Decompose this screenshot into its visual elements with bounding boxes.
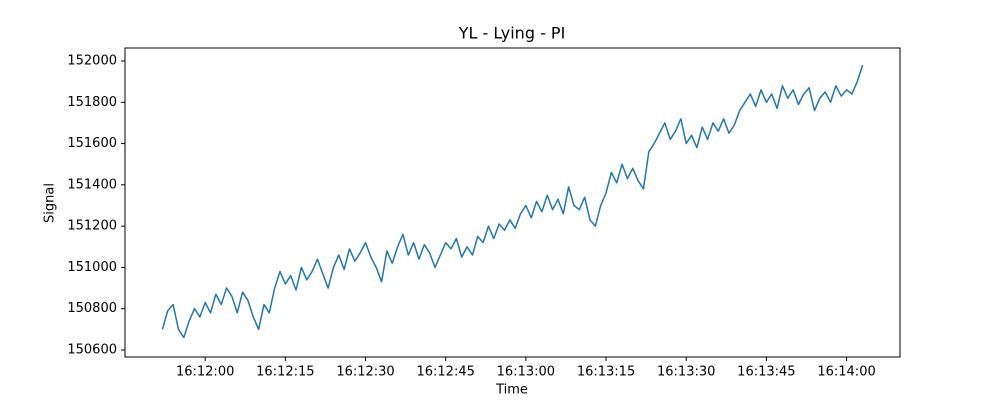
x-tick-label: 16:13:45: [737, 365, 795, 380]
y-tick-label: 150800: [67, 301, 117, 316]
x-tick-label: 16:12:30: [336, 365, 394, 380]
x-tick-label: 16:12:00: [176, 365, 234, 380]
x-tick-label: 16:12:45: [416, 365, 474, 380]
x-tick-label: 16:12:15: [256, 365, 314, 380]
x-tick-label: 16:14:00: [817, 365, 875, 380]
y-axis-label: Signal: [43, 183, 58, 223]
y-tick-label: 151800: [67, 95, 117, 110]
x-tick-label: 16:13:00: [497, 365, 555, 380]
y-tick-label: 150600: [67, 342, 117, 357]
series-line: [161, 64, 864, 339]
y-tick-label: 151400: [67, 177, 117, 192]
y-tick-label: 151000: [67, 260, 117, 275]
chart-title: YL - Lying - PI: [458, 24, 566, 43]
y-tick-label: 151200: [67, 219, 117, 234]
y-tick-label: 152000: [67, 54, 117, 69]
y-tick-label: 151600: [67, 136, 117, 151]
x-axis-label: Time: [495, 383, 528, 398]
plot-frame: [124, 47, 901, 358]
x-tick-label: 16:13:30: [657, 365, 715, 380]
x-tick-label: 16:13:15: [577, 365, 635, 380]
